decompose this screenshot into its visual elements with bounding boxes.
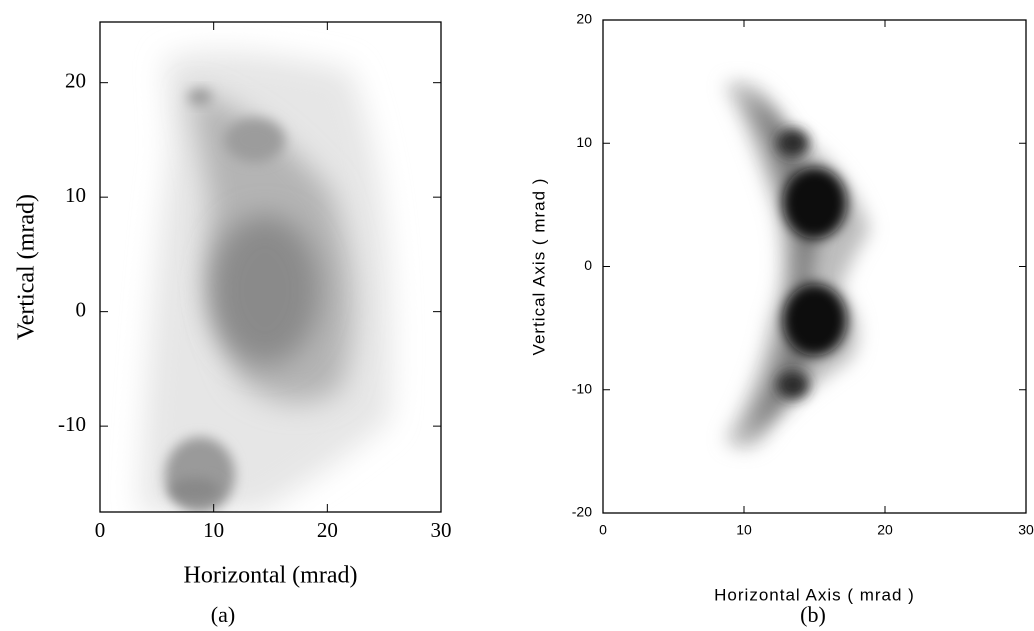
density-image-b bbox=[725, 82, 870, 448]
plot-frame bbox=[99, 21, 442, 513]
x-axis-title: Horizontal (mrad) bbox=[184, 563, 358, 589]
x-tick-label: 20 bbox=[877, 522, 893, 538]
y-tick-label: -20 bbox=[572, 504, 592, 520]
x-tick-label: 30 bbox=[431, 518, 452, 542]
y-tick-label: -10 bbox=[572, 380, 592, 396]
panel: 0 10 20 30 -10 0 10 20 Horizontal (mrad) Vertical… bbox=[14, 21, 452, 627]
y-tick-label: 0 bbox=[584, 257, 592, 273]
x-axis-title: Horizontal Axis ( mrad ) bbox=[714, 585, 915, 604]
panel-label: (a) bbox=[211, 602, 235, 627]
x-tick-label: 0 bbox=[599, 522, 607, 538]
y-tick-label: 10 bbox=[65, 183, 86, 207]
density-image-a bbox=[140, 52, 392, 512]
x-tick-label: 20 bbox=[317, 518, 338, 542]
panel-label: (b) bbox=[800, 602, 826, 627]
x-tick-label: 30 bbox=[1018, 522, 1034, 538]
y-tick-label: 10 bbox=[576, 134, 592, 150]
y-tick-label: 0 bbox=[76, 297, 87, 321]
x-tick-label: 10 bbox=[203, 518, 224, 542]
y-tick-label: -10 bbox=[58, 412, 86, 436]
y-tick-label: 20 bbox=[65, 68, 86, 92]
x-tick-label: 0 bbox=[95, 518, 106, 542]
y-axis-title: Vertical Axis ( mrad ) bbox=[529, 178, 548, 356]
panel: 0 10 20 30 -20 -10 0 10 20 Horizontal Axis ( mrad… bbox=[529, 11, 1034, 627]
x-tick-label: 10 bbox=[736, 522, 752, 538]
y-tick-label: 20 bbox=[576, 11, 592, 27]
y-axis-title: Vertical (mrad) bbox=[14, 194, 40, 340]
